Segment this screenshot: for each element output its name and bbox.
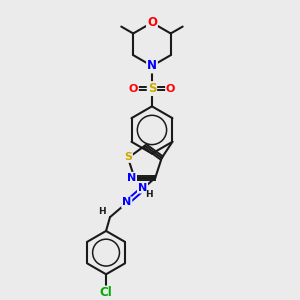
Text: S: S <box>124 152 132 162</box>
Text: S: S <box>148 82 156 95</box>
Text: O: O <box>147 16 157 29</box>
Text: Cl: Cl <box>100 286 112 299</box>
Text: N: N <box>138 183 147 193</box>
Text: N: N <box>122 197 131 207</box>
Text: N: N <box>147 59 157 73</box>
Text: H: H <box>98 207 106 216</box>
Text: O: O <box>129 84 138 94</box>
Text: N: N <box>127 173 136 183</box>
Text: H: H <box>146 190 153 199</box>
Text: O: O <box>166 84 175 94</box>
